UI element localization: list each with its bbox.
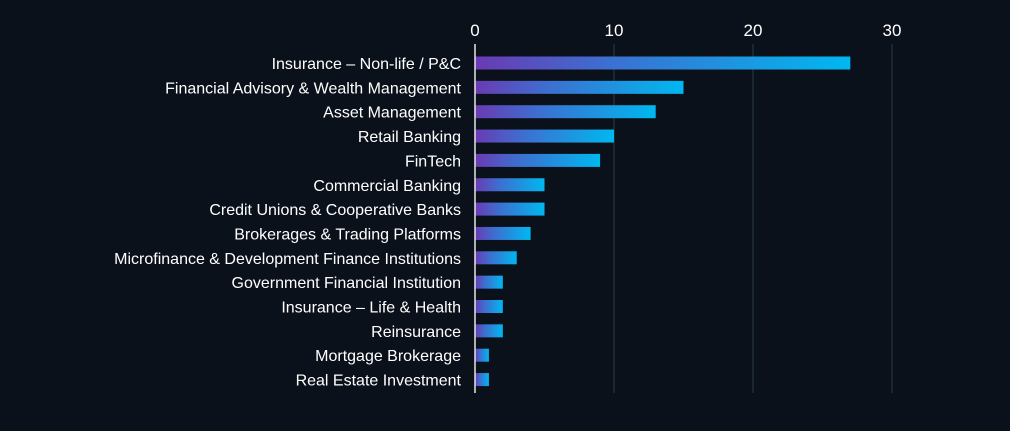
x-tick-label: 10 <box>605 21 624 40</box>
x-tick-labels: 0 10 20 30 <box>470 21 901 40</box>
category-label: Brokerages & Trading Platforms <box>234 226 461 243</box>
bar <box>475 56 851 70</box>
bar <box>475 300 503 313</box>
bar <box>475 202 545 216</box>
bar <box>475 348 489 362</box>
bar <box>475 178 545 192</box>
bar <box>475 324 503 338</box>
category-label: Mortgage Brokerage <box>315 348 461 365</box>
bar <box>475 105 656 119</box>
bar <box>475 80 684 94</box>
category-label: Real Estate Investment <box>296 373 462 390</box>
grid-layer <box>613 44 893 393</box>
category-label: Government Financial Institution <box>232 275 461 292</box>
bar <box>475 226 531 240</box>
x-tick-label: 20 <box>744 21 763 40</box>
bar <box>475 275 503 289</box>
category-label: Retail Banking <box>358 129 461 146</box>
category-label: Financial Advisory & Wealth Management <box>165 80 461 97</box>
category-label: Microfinance & Development Finance Insti… <box>114 251 461 268</box>
category-label: Reinsurance <box>371 324 461 341</box>
category-labels: Insurance – Non-life / P&C Financial Advi… <box>114 56 461 390</box>
bar <box>475 251 517 265</box>
category-label: Credit Unions & Cooperative Banks <box>209 202 461 219</box>
category-label: FinTech <box>405 153 461 170</box>
bar <box>475 129 614 143</box>
bar <box>475 153 601 167</box>
bar <box>475 373 489 387</box>
category-label: Commercial Banking <box>313 178 461 195</box>
x-tick-label: 30 <box>883 21 902 40</box>
category-label: Asset Management <box>323 105 461 122</box>
category-label: Insurance – Non-life / P&C <box>272 56 461 73</box>
x-tick-label: 0 <box>470 21 479 40</box>
category-label: Insurance – Life & Health <box>281 300 461 317</box>
bars-layer <box>475 56 851 387</box>
